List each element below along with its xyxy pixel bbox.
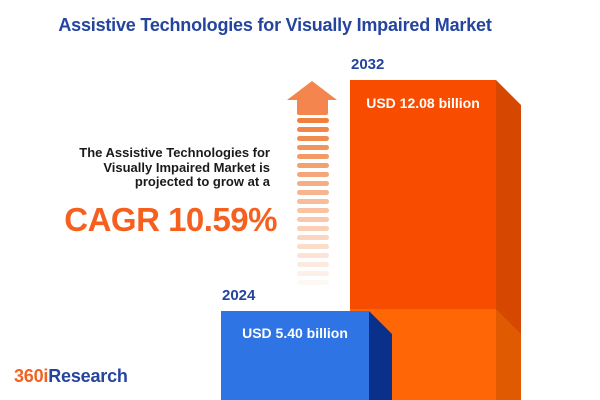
arrow-stripe xyxy=(297,181,329,186)
arrow-stripe xyxy=(297,208,329,213)
arrow-stripe xyxy=(297,226,329,231)
arrow-stripes xyxy=(297,118,329,285)
bar-2032-year-label: 2032 xyxy=(351,56,385,73)
bar-2024-value-label: USD 5.40 billion xyxy=(242,325,348,341)
bar-2024-year-label: 2024 xyxy=(222,287,256,304)
arrow-stripe xyxy=(297,154,329,159)
arrow-stripe xyxy=(297,199,329,204)
arrow-stripe xyxy=(297,244,329,249)
logo: 360iResearch xyxy=(14,366,128,387)
arrow-stripe xyxy=(297,136,329,141)
arrow-stripe xyxy=(297,235,329,240)
arrow-stripe xyxy=(297,163,329,168)
growth-arrow-icon xyxy=(287,81,337,285)
arrow-head-icon xyxy=(287,81,337,100)
arrow-stripe xyxy=(297,280,329,285)
bar-2032 xyxy=(350,80,521,400)
arrow-stripe xyxy=(297,217,329,222)
arrow-stripe xyxy=(297,127,329,132)
arrow-stripe xyxy=(297,172,329,177)
bar-2032-value-label: USD 12.08 billion xyxy=(366,95,480,111)
arrow-stripe xyxy=(297,190,329,195)
bar-2024-side-face xyxy=(369,311,392,400)
page-title: Assistive Technologies for Visually Impa… xyxy=(58,15,492,35)
logo-research: Research xyxy=(48,366,128,386)
arrow-stripe xyxy=(297,145,329,150)
bar-2032-baseline-band-side xyxy=(496,309,521,400)
market-description-text: The Assistive Technologies for Visually … xyxy=(79,145,270,189)
arrow-stripe xyxy=(297,262,329,267)
arrow-stripe xyxy=(297,271,329,276)
bar-2024-front-face xyxy=(221,311,369,400)
arrow-stripe xyxy=(297,253,329,258)
bar-2024 xyxy=(221,311,392,400)
arrow-stem xyxy=(297,99,328,115)
cagr-value: CAGR 10.59% xyxy=(64,201,277,238)
arrow-stripe xyxy=(297,118,329,123)
logo-360i: 360i xyxy=(14,366,49,386)
